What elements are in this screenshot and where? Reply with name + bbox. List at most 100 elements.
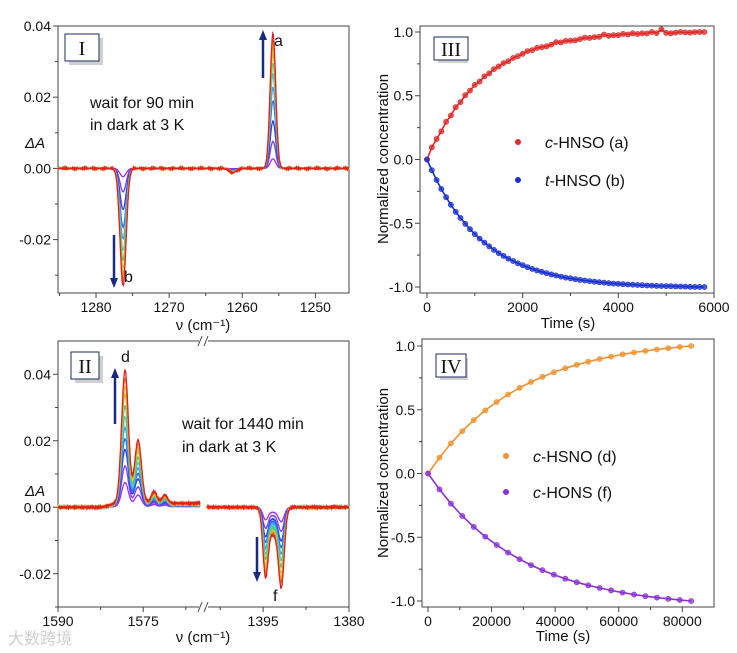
panel-II-ylabel: ΔA [24, 483, 45, 500]
legend-III: c-HNSO (a) t-HNSO (b) [515, 135, 629, 190]
data-point [459, 428, 466, 434]
data-point [581, 34, 588, 41]
x-tick-label: 1270 [154, 299, 185, 315]
data-point [447, 500, 454, 507]
data-point [505, 549, 511, 556]
data-point [676, 597, 683, 603]
data-point [687, 283, 693, 290]
data-point [457, 215, 464, 221]
data-point [433, 177, 440, 183]
data-point [470, 417, 477, 423]
panel-I-numeral: I [79, 38, 86, 60]
data-point [653, 30, 660, 36]
data-point [516, 384, 523, 391]
data-point [665, 595, 672, 602]
data-point [459, 513, 466, 519]
legend-IV: c-HSNO (d) c-HONS (f) [503, 449, 617, 502]
data-point [596, 585, 603, 591]
arrowhead-icon [110, 278, 118, 288]
panel-III-label: III [433, 36, 469, 63]
y-tick-label: -1.0 [391, 593, 415, 609]
legend-marker-c-HONS [503, 489, 509, 495]
panel-I-annotation-line1: wait for 90 min [89, 95, 194, 112]
x-tick-label: 2000 [507, 299, 538, 315]
data-point [668, 283, 674, 290]
y-tick-label: 1.0 [396, 338, 416, 354]
panel-III-numeral: III [441, 39, 461, 61]
y-tick-label: 0.0 [394, 152, 414, 168]
axis-break-mark [203, 335, 209, 347]
data-point [696, 283, 703, 290]
data-point [505, 391, 511, 398]
data-point [470, 524, 477, 530]
data-point [510, 258, 516, 264]
arrowhead-icon [259, 30, 267, 40]
data-point [436, 454, 443, 461]
data-point [495, 250, 502, 256]
y-tick-label: 0.0 [396, 466, 416, 482]
peak-label-f: f [273, 588, 278, 605]
data-point [516, 556, 523, 563]
data-point [608, 353, 614, 360]
data-point [619, 589, 626, 596]
data-point [625, 31, 631, 38]
data-point [605, 32, 612, 39]
y-tick-label: -0.02 [19, 566, 51, 582]
data-point [529, 47, 536, 53]
data-point [510, 55, 516, 61]
data-point [515, 53, 521, 60]
legend-label-c-HNSO: c-HNSO (a) [545, 135, 629, 152]
panel-IV-label: IV [435, 353, 468, 380]
y-tick-label: -0.5 [391, 529, 415, 545]
data-point [577, 276, 583, 283]
data-point [605, 280, 612, 287]
panel-IV-xlabel: Time (s) [536, 628, 590, 645]
data-point [534, 267, 540, 274]
data-point [644, 282, 650, 289]
data-point [573, 579, 580, 586]
data-point [551, 571, 557, 578]
data-point [424, 156, 430, 163]
data-point [447, 201, 454, 208]
data-point [596, 33, 603, 40]
data-point [676, 344, 683, 350]
spectrum-trace [206, 503, 350, 590]
data-point [653, 282, 660, 289]
data-point [634, 31, 641, 37]
data-point [452, 208, 459, 215]
data-point [505, 58, 512, 65]
data-point [558, 39, 564, 46]
data-point [619, 351, 626, 358]
y-tick-label: 1.0 [394, 24, 414, 40]
data-point [428, 167, 435, 174]
data-point [481, 239, 488, 246]
panel-IV-numeral: IV [440, 356, 462, 378]
x-tick-label: 60000 [599, 613, 638, 629]
data-point [648, 282, 655, 289]
panel-I-ylabel: ΔA [24, 135, 45, 152]
plot-frame [419, 25, 715, 294]
spectrum-trace [57, 119, 350, 211]
data-point [629, 30, 636, 37]
data-point [548, 41, 555, 48]
data-point [601, 31, 607, 38]
y-tick-label: -0.02 [19, 232, 51, 248]
axis-break-mark [203, 601, 209, 613]
data-point [447, 112, 454, 119]
panel-III-xlabel: Time (s) [541, 315, 595, 332]
x-tick-label: 6000 [698, 299, 729, 315]
spectrum-trace [57, 62, 350, 261]
data-point [581, 277, 588, 284]
data-point [629, 281, 636, 288]
data-point [701, 29, 708, 35]
data-point [562, 38, 569, 44]
data-point [625, 281, 631, 288]
y-tick-label: 0.04 [24, 18, 51, 34]
plot-frame [421, 338, 715, 608]
data-point [491, 66, 497, 72]
spectrum-trace [57, 39, 350, 282]
panel-II-xlabel: ν (cm⁻¹) [176, 629, 231, 646]
data-point [668, 30, 674, 37]
data-point [500, 60, 507, 66]
data-point [654, 594, 660, 601]
